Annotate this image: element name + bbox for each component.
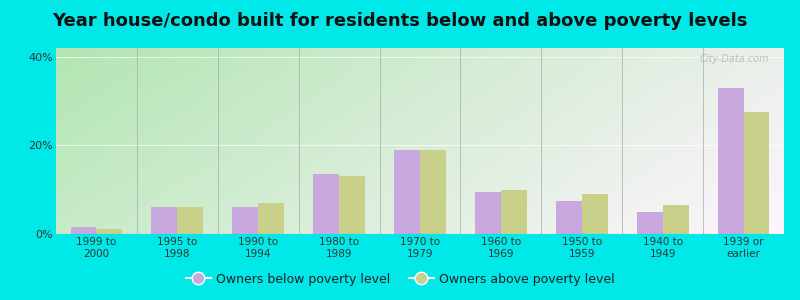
Bar: [178, 207, 203, 234]
Bar: [70, 227, 97, 234]
Bar: [475, 192, 501, 234]
Bar: [151, 207, 178, 234]
Bar: [420, 150, 446, 234]
Bar: [314, 174, 339, 234]
Text: City-Data.com: City-Data.com: [700, 54, 770, 64]
Bar: [339, 176, 365, 234]
Bar: [662, 205, 689, 234]
Bar: [258, 203, 284, 234]
Bar: [637, 212, 662, 234]
Bar: [743, 112, 770, 234]
Bar: [582, 194, 608, 234]
Bar: [394, 150, 420, 234]
Text: Year house/condo built for residents below and above poverty levels: Year house/condo built for residents bel…: [52, 12, 748, 30]
Bar: [501, 190, 526, 234]
Bar: [97, 229, 122, 234]
Bar: [232, 207, 258, 234]
Bar: [556, 201, 582, 234]
Bar: [718, 88, 743, 234]
Legend: Owners below poverty level, Owners above poverty level: Owners below poverty level, Owners above…: [181, 268, 619, 291]
